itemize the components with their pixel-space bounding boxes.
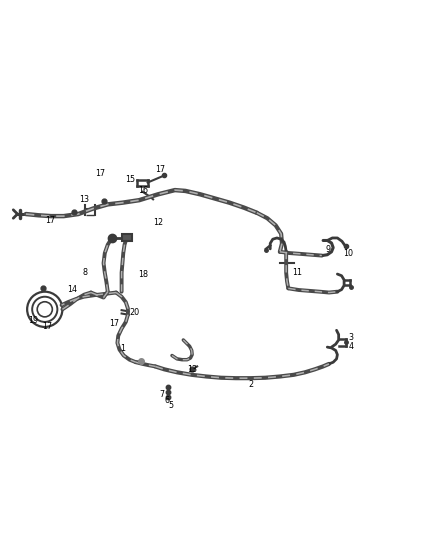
Text: 17: 17 [42,321,53,330]
Text: 7: 7 [160,390,165,399]
Text: 12: 12 [153,218,163,227]
Text: 1: 1 [120,344,125,353]
Text: 15: 15 [125,175,135,184]
Text: 20: 20 [129,308,139,317]
Text: 2: 2 [248,379,253,389]
Text: 8: 8 [82,268,87,277]
FancyBboxPatch shape [123,234,132,241]
Text: 9: 9 [325,245,331,254]
Text: 18: 18 [138,270,148,279]
Text: 3: 3 [349,333,354,342]
Text: 17: 17 [109,319,119,328]
Text: 6: 6 [164,395,169,405]
Text: 16: 16 [138,185,148,195]
Text: 5: 5 [168,401,173,410]
Text: 11: 11 [292,268,302,277]
Text: 10: 10 [343,249,353,259]
Text: 17: 17 [155,165,165,174]
Text: 13: 13 [79,195,89,204]
Text: 14: 14 [67,285,77,294]
Text: 4: 4 [349,342,354,351]
Text: 17: 17 [95,169,106,178]
Text: 13: 13 [187,365,197,374]
Text: 19: 19 [28,316,39,325]
Text: 17: 17 [45,216,55,225]
